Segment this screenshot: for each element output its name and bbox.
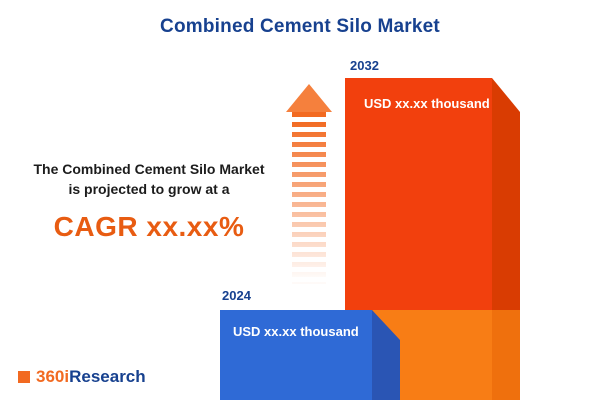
bar-2032-side-face [492, 78, 520, 400]
growth-arrow [286, 84, 332, 289]
bar-2024-year-label: 2024 [222, 288, 251, 303]
headline-block: The Combined Cement Silo Market is proje… [8, 160, 290, 246]
arrow-up-icon [286, 84, 332, 112]
headline-line2: is projected to grow at a [68, 180, 230, 197]
bar-2024-value-label: USD xx.xx thousand [233, 324, 359, 339]
bar-2024 [220, 310, 372, 400]
cagr-value: CAGR xx.xx% [53, 211, 245, 243]
bar-2032-year-label: 2032 [350, 58, 379, 73]
logo-text-360i: 360i [36, 367, 70, 386]
page-title: Combined Cement Silo Market [160, 16, 440, 37]
brand-logo: 360i Research [18, 367, 146, 387]
bar-2032-value-label: USD xx.xx thousand [364, 96, 490, 111]
arrow-dashed-shaft [292, 112, 326, 284]
logo-text-research: Research [69, 367, 146, 386]
arrow-fade-overlay [292, 112, 326, 284]
logo-square-icon [18, 371, 30, 383]
headline-line1: The Combined Cement Silo Market [33, 161, 265, 177]
